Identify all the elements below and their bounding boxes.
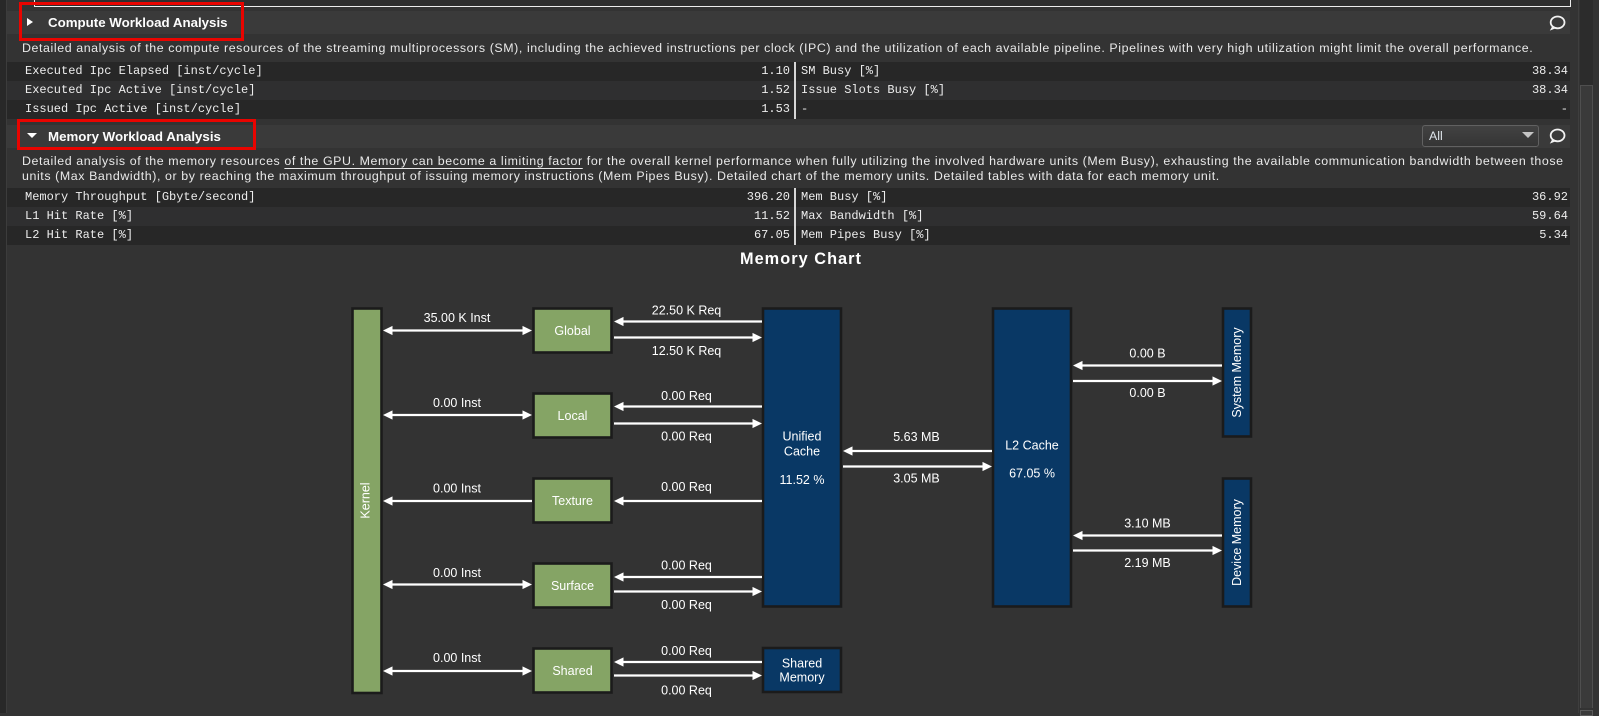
svg-text:System Memory: System Memory (1230, 327, 1244, 418)
svg-text:Kernel: Kernel (359, 482, 373, 518)
svg-text:0.00 Req: 0.00 Req (661, 598, 712, 612)
svg-text:2.19 MB: 2.19 MB (1124, 556, 1171, 570)
svg-text:Surface: Surface (551, 579, 594, 593)
svg-text:0.00 Req: 0.00 Req (661, 480, 712, 494)
svg-text:0.00 Req: 0.00 Req (661, 389, 712, 403)
svg-text:0.00 Inst: 0.00 Inst (433, 396, 481, 410)
svg-text:Device Memory: Device Memory (1230, 498, 1244, 586)
svg-text:0.00 B: 0.00 B (1129, 346, 1165, 360)
svg-text:0.00 Req: 0.00 Req (661, 683, 712, 697)
svg-text:12.50 K Req: 12.50 K Req (652, 344, 722, 358)
svg-text:3.05 MB: 3.05 MB (893, 471, 940, 485)
svg-text:0.00 Req: 0.00 Req (661, 644, 712, 658)
svg-text:22.50 K Req: 22.50 K Req (652, 304, 722, 318)
svg-text:Memory: Memory (779, 671, 825, 685)
svg-text:5.63 MB: 5.63 MB (893, 430, 940, 444)
svg-text:0.00 Inst: 0.00 Inst (433, 566, 481, 580)
svg-text:Global: Global (554, 324, 590, 338)
svg-text:Shared: Shared (552, 664, 592, 678)
svg-text:0.00 Req: 0.00 Req (661, 559, 712, 573)
svg-text:0.00 Inst: 0.00 Inst (433, 482, 481, 496)
svg-text:11.52 %: 11.52 % (780, 473, 825, 487)
svg-text:3.10 MB: 3.10 MB (1124, 516, 1171, 530)
svg-text:L2 Cache: L2 Cache (1005, 438, 1059, 452)
svg-text:0.00 Req: 0.00 Req (661, 429, 712, 443)
svg-text:35.00 K Inst: 35.00 K Inst (424, 311, 491, 325)
svg-text:Unified: Unified (783, 430, 822, 444)
svg-text:Shared: Shared (782, 657, 822, 671)
svg-text:0.00 Inst: 0.00 Inst (433, 651, 481, 665)
svg-text:0.00 B: 0.00 B (1129, 386, 1165, 400)
svg-text:67.05 %: 67.05 % (1009, 466, 1055, 480)
svg-text:Texture: Texture (552, 494, 593, 508)
svg-text:Cache: Cache (784, 445, 820, 459)
svg-text:Local: Local (558, 409, 588, 423)
